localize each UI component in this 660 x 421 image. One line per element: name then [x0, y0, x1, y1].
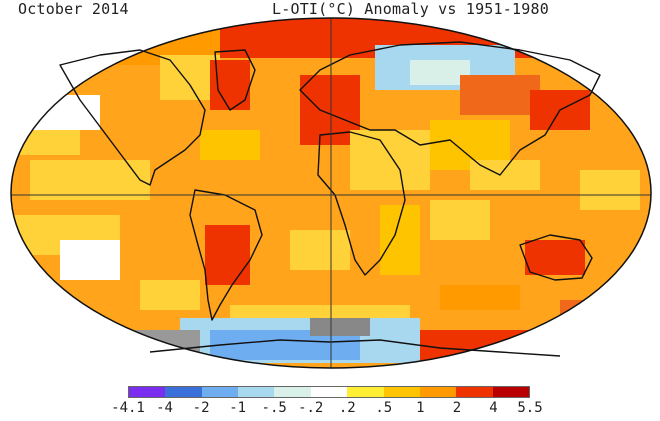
greenland-outline: [214, 49, 256, 111]
legend-swatch: [201, 387, 239, 397]
legend-swatch: [492, 387, 529, 397]
australia-outline: [519, 234, 593, 281]
south-america-hot-patch: [205, 225, 250, 285]
legend-tick-label: .2: [338, 400, 356, 416]
legend-swatch: [238, 387, 275, 397]
antarctica-outline: [149, 339, 561, 357]
legend-swatch: [274, 387, 311, 397]
coastlines: [59, 41, 601, 357]
arctic-warm-band: [11, 18, 651, 58]
map-title-metric: L-OTI(°C) Anomaly vs 1951-1980: [272, 0, 549, 18]
legend-swatch: [347, 387, 384, 397]
legend-swatch: [165, 387, 202, 397]
legend-swatch: [383, 387, 420, 397]
legend-swatch: [456, 387, 493, 397]
legend-tick-labels: -4.1 -4 -2 -1 -.5 -.2 .2 .5 1 2 4 5.5: [0, 400, 660, 420]
south-america-outline: [189, 189, 263, 321]
legend-tick-label: -4.1: [111, 400, 145, 416]
color-scale-legend: [128, 386, 530, 398]
globe-outline: [10, 17, 652, 369]
legend-tick-label: -.5: [261, 400, 287, 416]
legend-tick-label: -2: [192, 400, 210, 416]
legend-tick-label: 1: [416, 400, 425, 416]
legend-tick-label: -.2: [298, 400, 324, 416]
legend-tick-label: 5.5: [517, 400, 543, 416]
eurasia-outline: [299, 41, 601, 176]
map-title-date: October 2014: [18, 0, 129, 18]
legend-swatch: [129, 387, 166, 397]
legend-swatch: [310, 387, 348, 397]
legend-tick-label: -4: [156, 400, 173, 416]
legend-tick-label: 2: [452, 400, 462, 416]
legend-tick-label: .5: [375, 400, 393, 416]
legend-tick-label: -1: [229, 400, 247, 416]
legend-tick-label: 4: [489, 400, 498, 416]
australia-hot-patch: [525, 240, 585, 275]
legend-swatch: [419, 387, 457, 397]
north-america-outline: [59, 49, 206, 186]
